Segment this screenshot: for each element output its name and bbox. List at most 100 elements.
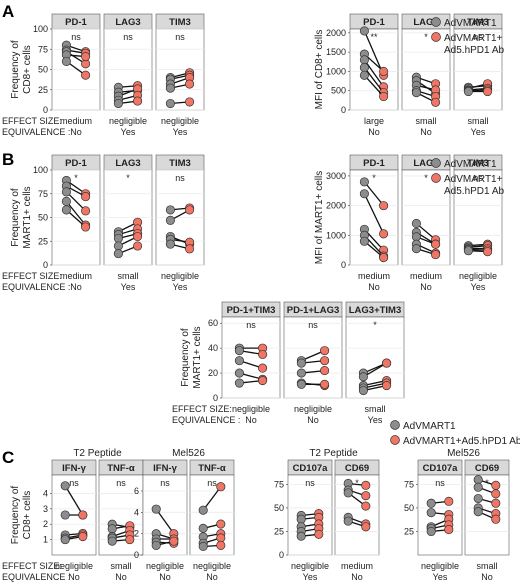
facet-label: PD-1 <box>363 158 385 169</box>
point-pre <box>297 369 305 377</box>
point-pre <box>297 532 305 540</box>
y-tick-label: 3 <box>43 504 48 514</box>
point-pre <box>199 506 207 514</box>
equivalence-value: No <box>159 572 171 582</box>
point-post <box>217 541 225 549</box>
point-pre <box>199 542 207 550</box>
point-pre <box>108 525 116 533</box>
point-pre <box>114 234 122 242</box>
point-pre <box>114 249 122 257</box>
point-pre <box>360 27 368 35</box>
y-tick-label: 3000 <box>326 171 346 181</box>
y-tick-label: 100 <box>33 24 48 34</box>
y-tick-label: 25 <box>404 526 414 536</box>
group-title: T2 Peptide <box>73 448 122 459</box>
equivalence-value: No <box>481 572 493 582</box>
point-post <box>217 520 225 528</box>
significance-label: ** <box>370 32 378 42</box>
y-axis-label: MFI of CD8+ cells <box>314 30 325 110</box>
significance-label: ns <box>305 478 315 488</box>
point-pre <box>427 499 435 507</box>
point-post <box>79 532 87 540</box>
facet-panel <box>350 170 398 265</box>
facet-label: PD-1 <box>65 158 87 169</box>
point-post <box>492 481 500 489</box>
y-tick-label: 75 <box>274 479 284 489</box>
point-post <box>81 71 89 79</box>
facet-label: PD-1+TIM3 <box>227 305 276 316</box>
point-post <box>382 381 390 389</box>
point-pre <box>62 206 70 214</box>
legend-label-pre: AdVMART1 <box>444 18 497 29</box>
legend-label-post: AdVMART1+Ad5.hPD1 Ab <box>403 436 520 447</box>
significance-label: ns <box>435 478 445 488</box>
y-axis-label: CD8+ cells <box>22 45 33 94</box>
significance-label: * <box>126 173 130 183</box>
significance-label: ns <box>246 320 256 330</box>
facet-label: LAG3 <box>115 158 140 169</box>
effect-size-value: negligible <box>193 561 231 571</box>
y-tick-label: 0 <box>279 550 284 560</box>
point-post <box>258 350 266 358</box>
point-pre <box>235 346 243 354</box>
point-post <box>379 67 387 75</box>
facet-label: PD-1 <box>363 17 385 28</box>
equivalence-value: No <box>368 282 380 292</box>
point-pre <box>235 356 243 364</box>
point-pre <box>474 476 482 484</box>
y-tick-label: 2000 <box>326 201 346 211</box>
facet-label: CD107a <box>293 463 329 474</box>
point-post <box>315 530 323 538</box>
significance-label: * <box>372 173 376 183</box>
point-post <box>483 87 491 95</box>
significance-label: * <box>424 32 428 42</box>
point-pre <box>152 505 160 513</box>
point-post <box>492 490 500 498</box>
facet-label: IFN-γ <box>62 463 86 474</box>
point-post <box>258 364 266 372</box>
point-post <box>81 192 89 200</box>
point-post <box>362 492 370 500</box>
point-pre <box>344 489 352 497</box>
y-tick-label: 500 <box>331 86 346 96</box>
facet-label: TIM3 <box>169 17 191 28</box>
equivalence-value: Yes <box>471 127 486 137</box>
y-tick-label: 1000 <box>326 66 346 76</box>
significance-label: ns <box>160 478 170 488</box>
point-pre <box>166 240 174 248</box>
point-pre <box>166 206 174 214</box>
point-pre <box>360 237 368 245</box>
effect-size-value: negligible <box>294 404 332 414</box>
facet-label: CD69 <box>475 463 499 474</box>
y-tick-label: 0 <box>341 105 346 115</box>
effect-size-value: medium <box>60 116 92 126</box>
point-post <box>185 245 193 253</box>
point-post <box>431 240 439 248</box>
point-post <box>170 537 178 545</box>
y-tick-label: 1500 <box>326 47 346 57</box>
point-pre <box>297 515 305 523</box>
facet-label: TNF-α <box>198 463 226 474</box>
legend-label-post: Ad5.hPD1 Ab <box>444 45 504 56</box>
point-pre <box>166 99 174 107</box>
significance-label: * <box>74 173 78 183</box>
effect-size-value: large <box>364 116 384 126</box>
y-axis-label: MART1+ cells <box>192 326 203 388</box>
point-pre <box>235 369 243 377</box>
point-post <box>382 359 390 367</box>
significance-label: ns <box>116 478 126 488</box>
effect-size-value: negligible <box>459 271 497 281</box>
effect-size-row-label: EFFECT SIZE: <box>172 404 232 414</box>
point-post <box>133 97 141 105</box>
y-axis-label: Frequency of <box>10 486 21 545</box>
point-post <box>320 366 328 374</box>
point-pre <box>427 527 435 535</box>
y-axis-label: Frequency of <box>10 188 21 247</box>
y-tick-label: 0 <box>43 105 48 115</box>
effect-size-row-label: EFFECT SIZE: <box>2 561 62 571</box>
point-post <box>492 499 500 507</box>
significance-label: ns <box>69 478 79 488</box>
group-title: Mel526 <box>447 448 480 459</box>
point-post <box>492 515 500 523</box>
significance-label: ns <box>175 32 185 42</box>
